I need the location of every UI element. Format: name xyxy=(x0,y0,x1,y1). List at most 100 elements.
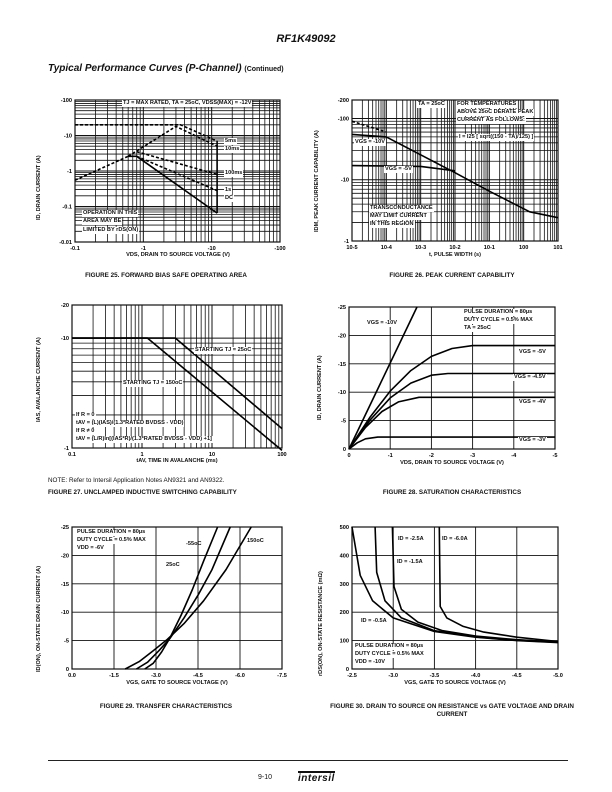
annotation: -55oC xyxy=(186,541,202,547)
x-tick-label: -1 xyxy=(388,453,393,459)
y-tick-label: 0 xyxy=(343,447,346,453)
series-line-vgs-5v xyxy=(351,164,456,172)
x-tick-label: -2.5 xyxy=(347,673,357,679)
annotation: tAV = (L/R)ln[(IAS*R)/(1.3*RATED BVDSS -… xyxy=(75,436,213,443)
plot-frame xyxy=(351,526,559,670)
chart-fig25-safe-operating-area: -0.1 -1 -10 -100-0.01-0.1-1-10-100 xyxy=(59,98,285,252)
annotation: tAV = (L)(IAS)/(1.3*RATED BVDSS - VDD) xyxy=(75,420,185,427)
y-tick-label: -100 xyxy=(61,98,72,104)
x-tick-label: -5 xyxy=(553,453,558,459)
series-line-starting-tj-150oc xyxy=(72,337,283,452)
chart-fig30-rdson: -2.5 -3.0 -3.5 -4.0 -4.5 -5.0 0 100 200 300 400 500 xyxy=(340,525,563,679)
x-tick-label: -4.5 xyxy=(512,673,522,679)
y-tick-label: -20 xyxy=(61,553,69,559)
ylabel: rDS(ON), ON-STATE RESISTANCE (mΩ) xyxy=(318,571,324,676)
figure-caption: FIGURE 27. UNCLAMPED INDUCTIVE SWITCHING… xyxy=(48,489,237,496)
annotation: MAY LIMIT CURRENT xyxy=(369,213,428,220)
annotation: VGS = -10V xyxy=(354,139,387,146)
figure-caption: FIGURE 28. SATURATION CHARACTERISTICS xyxy=(382,489,522,496)
chart-fig29-transfer: 0.0 -1.5 -3.0 -4.5 -6.0 -7.5 0 -5 -10 -15 -20 -25 xyxy=(61,525,287,679)
annotation: VGS = -10V xyxy=(366,320,399,327)
section-title: Typical Performance Curves (P-Channel) (… xyxy=(48,63,284,74)
figure-caption: FIGURE 25. FORWARD BIAS SAFE OPERATING A… xyxy=(85,272,247,279)
x-tick-label: 0.1 xyxy=(68,452,76,458)
y-tick-label: 0 xyxy=(66,667,69,673)
x-tick-label: -7.5 xyxy=(277,673,287,679)
section-suffix: (Continued) xyxy=(244,66,284,73)
annotation: TA = 25oC xyxy=(463,325,492,332)
series-line-vgs-10v xyxy=(348,306,418,450)
figure-caption: FIGURE 30. DRAIN TO SOURCE ON RESISTANCE… xyxy=(330,703,574,718)
y-tick-label: -10 xyxy=(341,178,349,184)
x-tick-label: 10-5 xyxy=(346,245,357,251)
annotation: PULSE DURATION = 80µs xyxy=(354,643,425,650)
y-tick-label: -15 xyxy=(61,582,69,588)
series-line-vgs-4v xyxy=(348,396,555,450)
y-tick-label: -20 xyxy=(61,303,69,309)
annotation: DUTY CYCLE = 0.5% MAX xyxy=(463,317,534,324)
annotation: 10ms xyxy=(224,146,241,153)
series-line--55oc xyxy=(144,526,219,670)
x-tick-label: -3 xyxy=(470,453,475,459)
annotation: CURRENT AS FOLLOWS: xyxy=(456,117,526,124)
annotation: PULSE DURATION = 80µs xyxy=(76,529,147,536)
annotation: VGS = -5V xyxy=(518,349,547,356)
annotation: 150oC xyxy=(247,538,264,544)
annotation: STARTING TJ = 150oC xyxy=(122,380,184,387)
y-tick-label: -10 xyxy=(64,134,72,140)
ylabel: ID, DRAIN CURRENT (A) xyxy=(317,355,323,420)
annotation: If R ≠ 0 xyxy=(75,428,96,435)
x-tick-label: -6.0 xyxy=(235,673,245,679)
x-tick-label: 10 xyxy=(209,452,215,458)
y-tick-label: -10 xyxy=(61,336,69,342)
y-tick-label: -15 xyxy=(338,362,346,368)
x-tick-label: 0 xyxy=(347,453,350,459)
x-tick-label: 10-2 xyxy=(449,245,460,251)
y-tick-label: -10 xyxy=(338,390,346,396)
annotation: ID = -0.5A xyxy=(361,618,387,624)
y-tick-label: -0.01 xyxy=(59,240,72,246)
x-tick-label: -5.0 xyxy=(553,673,563,679)
xlabel: VDS, DRAIN TO SOURCE VOLTAGE (V) xyxy=(400,460,504,466)
x-tick-label: 0.0 xyxy=(68,673,76,679)
annotation: ID = -1.5A xyxy=(396,559,424,566)
section-title-text: Typical Performance Curves (P-Channel) xyxy=(48,63,242,74)
annotation: TRANSCONDUCTANCE xyxy=(369,205,434,212)
x-tick-label: -10 xyxy=(208,246,216,252)
x-tick-label: -2 xyxy=(429,453,434,459)
annotation: TJ = MAX RATED, TA = 25oC, VDSS(MAX) = -… xyxy=(122,100,253,107)
x-tick-label: 100 xyxy=(277,452,286,458)
plot-frame xyxy=(348,306,556,450)
y-tick-label: -1 xyxy=(67,169,72,175)
annotation: AREA MAY BE xyxy=(82,218,123,225)
y-tick-label: 400 xyxy=(340,553,349,559)
annotation: ID = -6.0A xyxy=(441,536,469,543)
x-tick-label: 1 xyxy=(140,452,143,458)
y-tick-label: 500 xyxy=(340,525,349,531)
y-tick-label: 0 xyxy=(346,667,349,673)
plot-frame xyxy=(351,99,559,242)
y-tick-label: -25 xyxy=(338,305,346,311)
figure-caption: FIGURE 26. PEAK CURRENT CAPABILITY xyxy=(389,272,515,279)
x-tick-label: -3.0 xyxy=(151,673,161,679)
annotation: VGS = -5V xyxy=(384,166,413,173)
annotation: ABOVE 25oC DERATE PEAK xyxy=(456,109,535,116)
series-line-vgs-3v xyxy=(348,436,555,450)
xlabel: VDS, DRAIN TO SOURCE VOLTAGE (V) xyxy=(126,252,230,258)
annotation: DC xyxy=(224,195,235,202)
series-line-10ms xyxy=(127,125,218,157)
y-tick-label: -0.1 xyxy=(62,205,72,211)
annotation: OPERATION IN THIS xyxy=(82,210,139,217)
y-tick-label: -20 xyxy=(338,333,346,339)
annotation: If R = 0 xyxy=(75,412,96,419)
annotation: 5ms xyxy=(224,138,238,145)
plot-frame xyxy=(71,526,283,670)
xlabel: VGS, GATE TO SOURCE VOLTAGE (V) xyxy=(404,680,506,686)
series-line-id-2-5a xyxy=(391,526,559,643)
plot-frame xyxy=(71,304,283,449)
x-tick-label: -4 xyxy=(511,453,517,459)
x-tick-label: 100 xyxy=(519,245,528,251)
x-tick-label: -100 xyxy=(274,246,285,252)
ylabel: IDM, PEAK CURRENT CAPABILITY (A) xyxy=(314,130,320,232)
x-tick-label: -3.0 xyxy=(388,673,398,679)
